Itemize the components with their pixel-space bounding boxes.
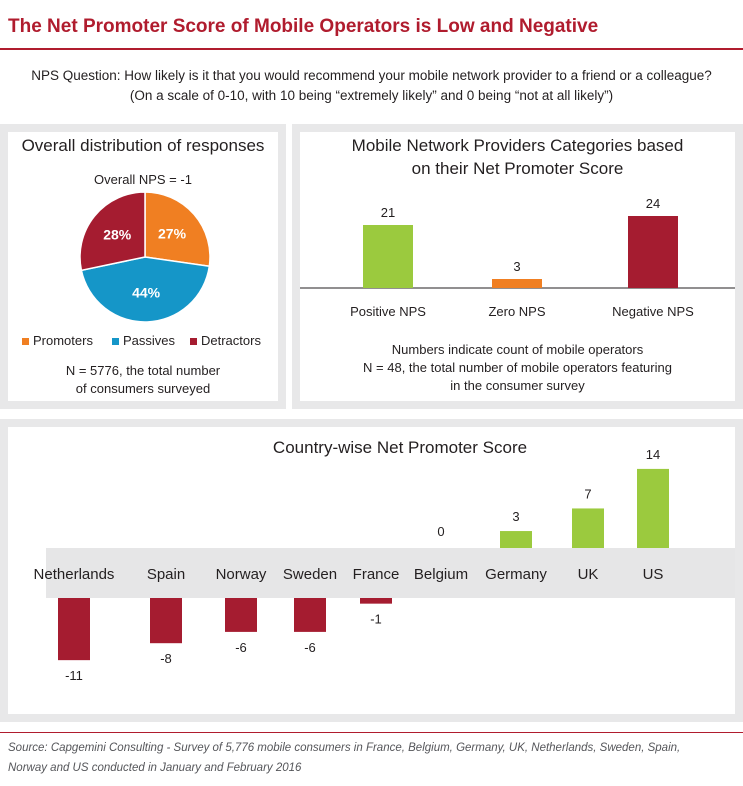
legend-detractors: Detractors	[190, 333, 261, 348]
bar-category-zero-nps: Zero NPS	[488, 304, 545, 319]
question-line-2: (On a scale of 0-10, with 10 being “extr…	[129, 88, 614, 103]
question-line-1: NPS Question: How likely is it that you …	[31, 68, 712, 83]
page-title: The Net Promoter Score of Mobile Operato…	[8, 16, 599, 37]
pie-slice-detractors	[79, 191, 146, 272]
country-bar-germany	[500, 531, 532, 548]
pie-label-passives: 44%	[132, 285, 161, 301]
source-line-1: Source: Capgemini Consulting - Survey of…	[8, 742, 681, 754]
title-divider	[0, 48, 743, 50]
country-value-belgium: 0	[437, 524, 444, 539]
category-bar-chart: 21 Positive NPS 3 Zero NPS 24 Negative NPS	[300, 196, 735, 319]
country-value-spain: -8	[160, 651, 172, 666]
country-value-sweden: -6	[304, 640, 316, 655]
country-value-uk: 7	[584, 486, 591, 501]
bar-negative-nps	[628, 216, 678, 288]
nps-question: NPS Question: How likely is it that you …	[0, 66, 743, 106]
country-bar-chart: -11 Netherlands -8 Spain -6 Norway -6 Sweden -1 F…	[34, 447, 735, 683]
country-label-us: US	[643, 566, 664, 583]
bar-value-positive-nps: 21	[381, 205, 395, 220]
country-label-norway: Norway	[216, 566, 267, 583]
country-label-germany: Germany	[485, 566, 547, 583]
country-bar-france	[360, 598, 392, 604]
source-divider	[0, 732, 743, 733]
bar-zero-nps	[492, 279, 542, 288]
country-label-sweden: Sweden	[283, 566, 337, 583]
pie-label-detractors: 28%	[103, 226, 132, 242]
country-label-spain: Spain	[147, 566, 185, 583]
country-bar-uk	[572, 508, 604, 548]
country-label-uk: UK	[578, 566, 599, 583]
bar-value-zero-nps: 3	[513, 259, 520, 274]
category-note-line-1: Numbers indicate count of mobile operato…	[391, 342, 644, 357]
pie-label-promoters: 27%	[158, 226, 187, 242]
category-note-line-3: in the consumer survey	[450, 378, 585, 393]
source-line-2: Norway and US conducted in January and F…	[8, 762, 302, 774]
country-label-belgium: Belgium	[414, 566, 468, 583]
pie-note-line-1: N = 5776, the total number	[65, 363, 221, 378]
country-bar-norway	[225, 598, 257, 632]
country-bar-us	[637, 468, 669, 548]
legend-promoters-label: Promoters	[33, 333, 93, 348]
country-bar-spain	[150, 598, 182, 644]
source-note: Source: Capgemini Consulting - Survey of…	[8, 738, 738, 778]
legend-detractors-label: Detractors	[201, 333, 261, 348]
category-note-line-2: N = 48, the total number of mobile opera…	[363, 360, 672, 375]
bar-category-negative-nps: Negative NPS	[612, 304, 694, 319]
country-value-netherlands: -11	[65, 668, 83, 683]
bar-category-positive-nps: Positive NPS	[350, 304, 426, 319]
pie-note-line-2: of consumers surveyed	[75, 381, 211, 396]
legend-promoters: Promoters	[22, 333, 93, 348]
legend-passives-swatch	[112, 338, 119, 346]
pie-chart: 27% 44% 28%	[79, 191, 211, 323]
pie-slice-promoters	[144, 191, 211, 268]
legend-passives: Passives	[112, 333, 175, 348]
country-panel-title: Country-wise Net Promoter Score	[272, 438, 528, 457]
legend-detractors-swatch	[190, 338, 197, 346]
bar-positive-nps	[363, 225, 413, 288]
pie-slice-passives	[80, 256, 211, 323]
category-panel-title-line-2: on their Net Promoter Score	[411, 159, 624, 178]
country-label-netherlands: Netherlands	[34, 566, 115, 583]
pie-panel-title: Overall distribution of responses	[21, 136, 265, 155]
country-bar-netherlands	[58, 598, 90, 661]
country-value-us: 14	[646, 447, 660, 462]
country-value-germany: 3	[512, 509, 519, 524]
category-panel-title-line-1: Mobile Network Providers Categories base…	[351, 136, 684, 155]
country-value-norway: -6	[235, 640, 247, 655]
country-label-band	[46, 548, 735, 598]
legend-passives-label: Passives	[123, 333, 176, 348]
legend-promoters-swatch	[22, 338, 29, 346]
pie-subtitle: Overall NPS = -1	[94, 172, 192, 187]
country-label-france: France	[353, 566, 400, 583]
country-bar-sweden	[294, 598, 326, 632]
country-value-france: -1	[370, 612, 382, 627]
bar-value-negative-nps: 24	[646, 196, 660, 211]
